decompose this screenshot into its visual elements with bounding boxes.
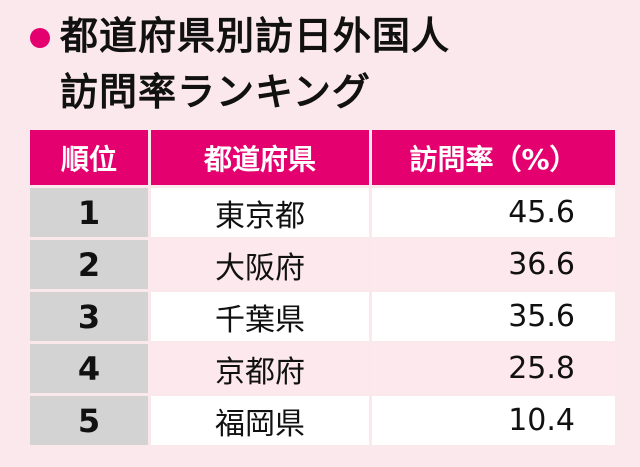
- rate-cell: 10.4: [372, 396, 615, 445]
- rate-cell: 25.8: [372, 344, 615, 393]
- prefecture-cell: 東京都: [151, 188, 369, 237]
- column-header: 訪問率（%）: [372, 130, 615, 185]
- rank-cell: 2: [30, 240, 148, 289]
- prefecture-cell: 福岡県: [151, 396, 369, 445]
- rank-cell: 3: [30, 292, 148, 341]
- rank-cell: 5: [30, 396, 148, 445]
- prefecture-cell: 千葉県: [151, 292, 369, 341]
- column-header: 順位: [30, 130, 148, 185]
- prefecture-cell: 大阪府: [151, 240, 369, 289]
- title-line: 訪問率ランキング: [60, 70, 371, 114]
- ranking-table: 順位 都道府県 訪問率（%） 1 東京都 45.6 2 大阪府 36.6 3 千葉県 35.6 4 京都府…: [30, 130, 615, 445]
- bullet-dot: [30, 28, 50, 48]
- rank-cell: 4: [30, 344, 148, 393]
- rank-cell: 1: [30, 188, 148, 237]
- title: 都道府県別訪日外国人 訪問率ランキング: [60, 8, 450, 120]
- rate-cell: 35.6: [372, 292, 615, 341]
- column-header: 都道府県: [151, 130, 369, 185]
- rate-cell: 45.6: [372, 188, 615, 237]
- rate-cell: 36.6: [372, 240, 615, 289]
- title-line: 都道府県別訪日外国人: [60, 14, 451, 58]
- prefecture-cell: 京都府: [151, 344, 369, 393]
